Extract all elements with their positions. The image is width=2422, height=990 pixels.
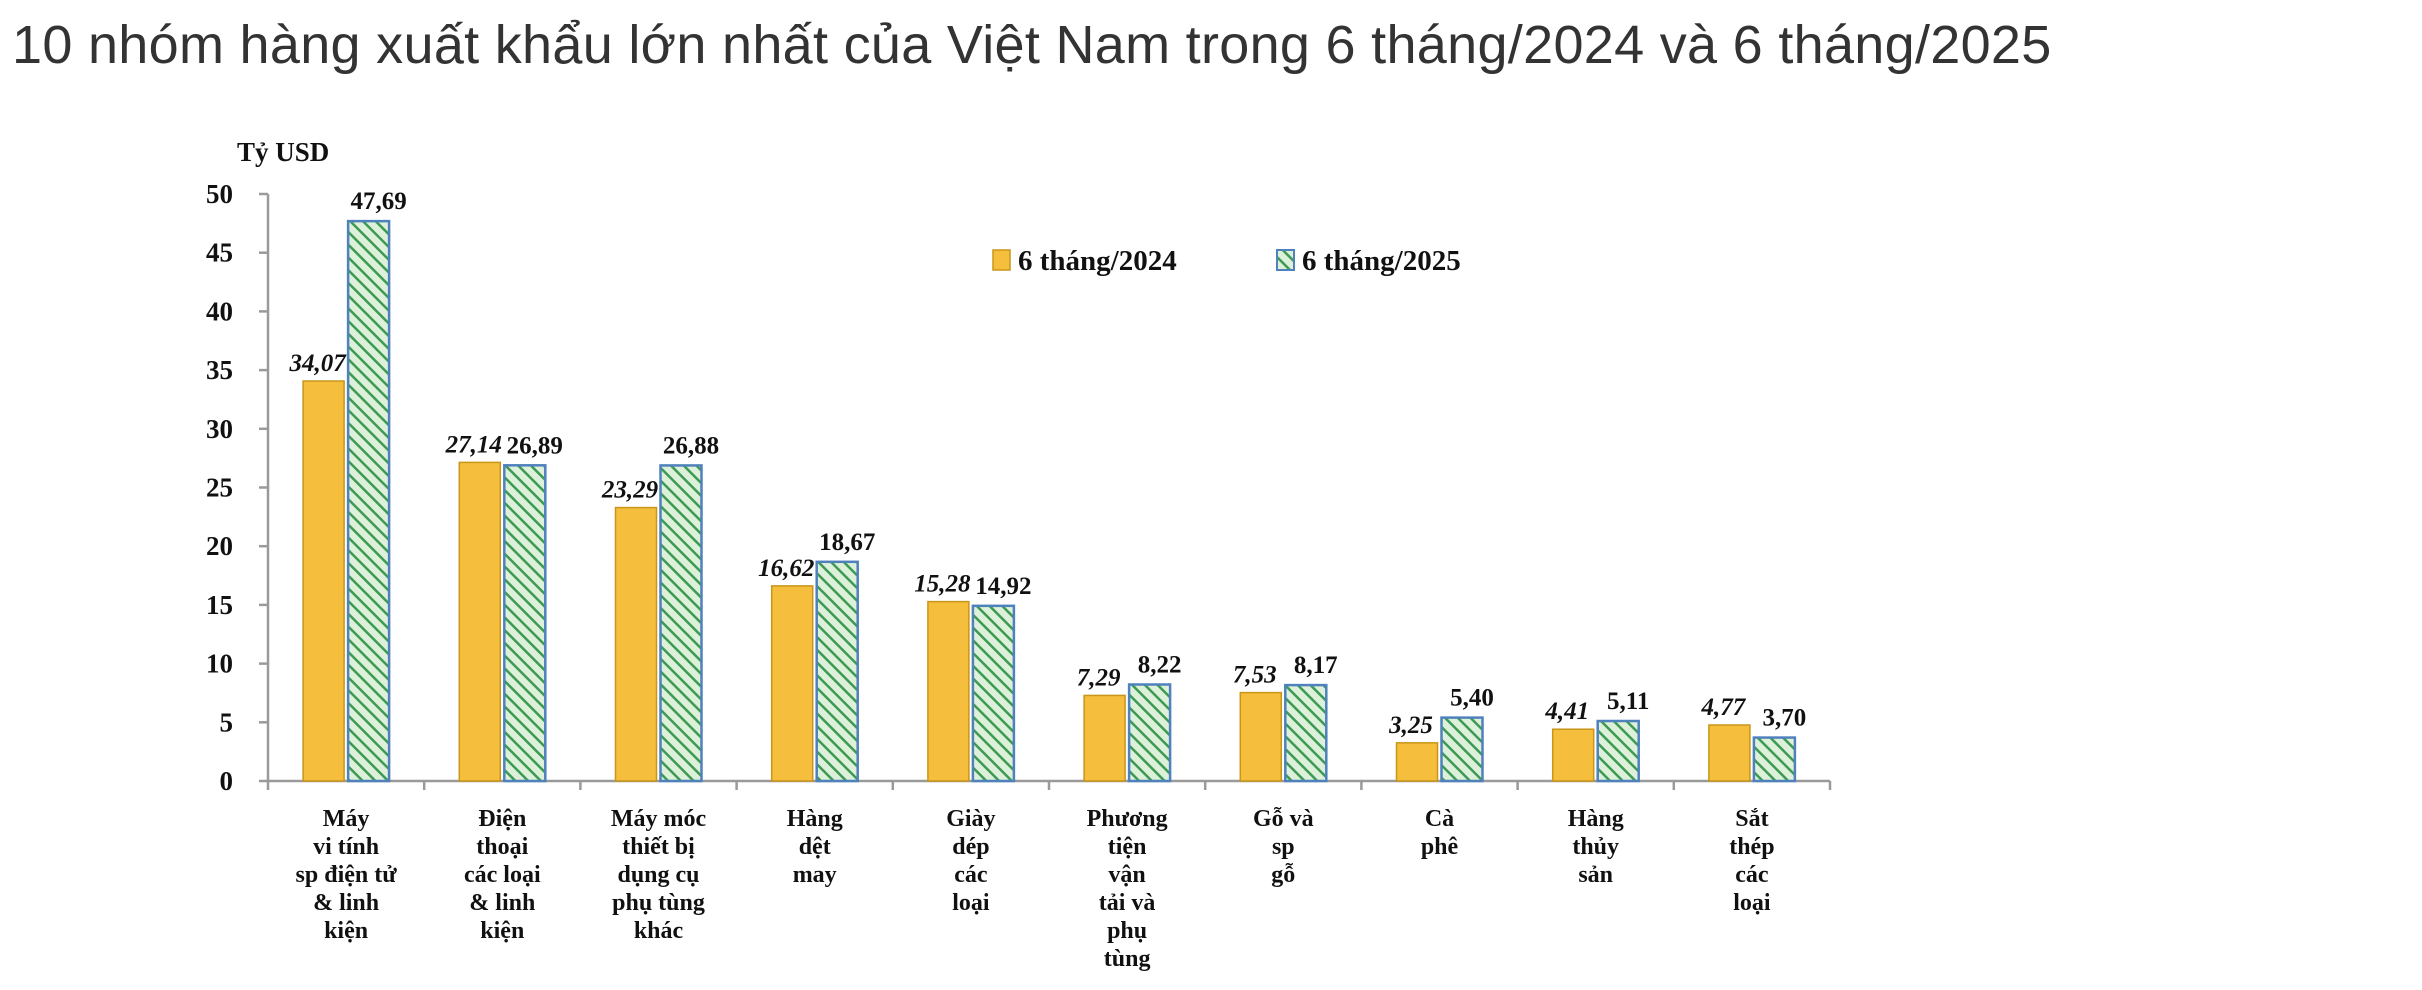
legend-swatch-2024 [992,249,1011,271]
x-category-label: Phương tiện vận tải và phụ tùng [1087,806,1168,972]
legend-swatch-2025 [1276,249,1295,271]
bar-2024 [1239,691,1283,782]
y-tick-label: 5 [220,707,234,737]
x-category-label: Hàng thủy sản [1568,806,1624,888]
bar-2025 [1284,683,1328,783]
data-label-2024: 27,14 [445,431,502,458]
bar-2025 [659,464,703,783]
x-category-label: Máy vi tính sp điện tử & linh kiện [296,806,398,944]
x-category-label: Cà phê [1421,806,1459,860]
y-tick-label: 50 [206,179,233,209]
y-tick-label: 0 [220,766,234,796]
data-label-2025: 26,88 [663,432,719,459]
bar-2025 [815,560,859,783]
chart-legend: 6 tháng/2024 6 tháng/2025 [992,245,1461,277]
x-category-label: Điện thoại các loại & linh kiện [464,806,541,944]
bar-2025 [1596,719,1640,783]
legend-label-2025: 6 tháng/2025 [1302,245,1461,277]
bars-layer [302,219,1797,783]
y-tick-label: 35 [206,355,233,385]
y-tick-label: 25 [206,473,233,503]
data-label-2025: 8,22 [1138,651,1182,678]
bar-2024 [1551,728,1595,782]
y-axis-unit-label: Tỷ USD [237,137,329,167]
data-label-2025: 47,69 [350,188,406,215]
data-label-2025: 18,67 [819,529,875,556]
bar-2024 [1395,742,1439,782]
labels-layer: 34,07 47,69 Máy vi tính sp điện tử & linh kiện… [288,188,1806,972]
bar-2024 [458,461,502,782]
x-category-label: Hàng dệt may [787,806,843,888]
x-category-label: Giày dép các loại [946,806,995,916]
data-label-2024: 23,29 [601,477,659,504]
bar-2025 [346,219,391,783]
bar-2025 [1440,716,1484,783]
y-tick-label: 40 [206,296,233,326]
bar-2024 [927,600,970,782]
bar-2024 [614,506,658,782]
data-label-2025: 3,70 [1763,705,1807,732]
data-label-2024: 3,25 [1388,712,1433,739]
axes-layer: Tỷ USD 0 5 10 15 20 25 30 35 40 45 50 [206,137,1832,796]
y-tick-label: 45 [206,238,233,268]
data-label-2024: 15,28 [914,571,971,598]
bar-2024 [1083,694,1126,782]
y-tick-label: 15 [206,590,233,620]
bar-2024 [1708,724,1751,782]
x-category-label: Máy móc thiết bị dụng cụ phụ tùng khác [611,806,707,944]
data-label-2025: 5,40 [1450,685,1494,712]
data-label-2024: 7,29 [1077,664,1121,691]
y-tick-label: 10 [206,649,233,679]
bar-2025 [1752,736,1797,783]
bar-2024 [770,585,814,782]
bar-2025 [503,464,547,783]
data-label-2024: 4,41 [1544,698,1589,725]
legend-label-2024: 6 tháng/2024 [1018,245,1177,277]
data-label-2024: 16,62 [758,555,814,582]
y-tick-label: 30 [206,414,233,444]
page-title: 10 nhóm hàng xuất khẩu lớn nhất của Việt… [12,15,2052,75]
data-label-2024: 7,53 [1233,662,1277,689]
x-category-label: Sắt thép các loại [1729,806,1774,916]
data-label-2024: 34,07 [288,350,347,377]
bar-2024 [302,380,345,782]
y-tick-label: 20 [206,531,233,561]
x-category-label: Gỗ và sp gỗ [1253,806,1314,888]
data-label-2025: 8,17 [1294,652,1338,679]
data-label-2025: 5,11 [1607,688,1649,715]
bar-2025 [1127,683,1172,783]
data-label-2025: 14,92 [975,573,1031,600]
data-label-2024: 4,77 [1701,694,1747,721]
data-label-2025: 26,89 [507,432,563,459]
bar-2025 [971,604,1016,783]
